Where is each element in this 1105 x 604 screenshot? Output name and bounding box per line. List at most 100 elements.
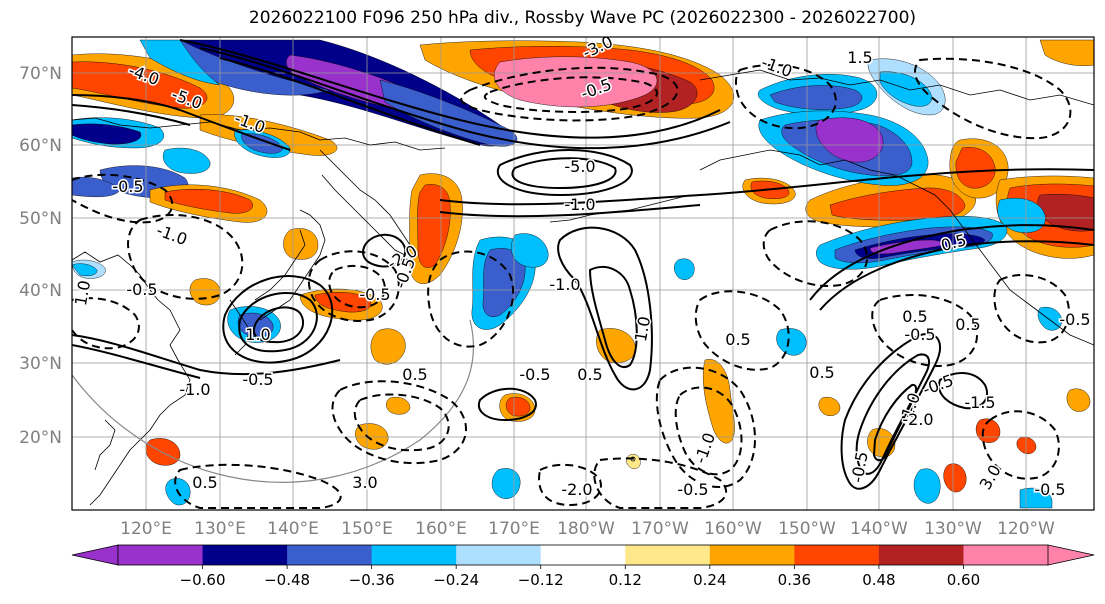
longitude-label: 150°E <box>341 519 393 539</box>
contour-label: 0.5 <box>809 363 834 382</box>
colorbar-swatch <box>456 545 542 565</box>
contour-label: 0.5 <box>902 307 927 326</box>
contour-positive <box>238 291 318 353</box>
contour-positive <box>809 224 1094 301</box>
contour-label: -0.5 <box>1059 310 1090 329</box>
colorbar-tick-label: −0.48 <box>264 571 310 589</box>
colorbar-swatch <box>625 545 711 565</box>
divergence-shade-orange <box>818 396 841 416</box>
contour-positive <box>588 265 638 368</box>
contour-label: 0.5 <box>725 330 750 349</box>
contour-label: -1.0 <box>179 380 210 399</box>
latitude-label: 60°N <box>19 136 62 156</box>
contour-negative <box>593 457 728 509</box>
divergence-shade-red <box>943 463 967 493</box>
contour-label: 1.0 <box>71 279 94 307</box>
contour-negative <box>655 366 756 489</box>
divergence-shade-cyan <box>491 468 521 499</box>
contour-positive <box>557 226 653 391</box>
contour-negative <box>427 250 515 348</box>
longitude-label: 140°E <box>267 519 319 539</box>
contour-label: -0.5 <box>1034 480 1065 499</box>
great-circle-arc <box>72 319 475 483</box>
colorbar-swatch <box>794 545 880 565</box>
divergence-shade-red <box>955 147 996 189</box>
coastline-philippines <box>94 419 116 471</box>
contour-negative <box>174 463 342 509</box>
contour-label: 1.0 <box>245 325 270 344</box>
colorbar-tick-label: −0.24 <box>433 571 479 589</box>
divergence-shade-royal <box>769 85 863 110</box>
contour-label: 0.5 <box>192 473 217 492</box>
contour-negative <box>993 274 1070 344</box>
contour-negative <box>331 380 467 465</box>
contour-positive <box>840 333 941 490</box>
divergence-shade-cyan <box>162 147 211 174</box>
latitude-label: 20°N <box>19 428 62 448</box>
colorbar-swatch <box>371 545 457 565</box>
rossby-wave-contours <box>72 39 1094 509</box>
divergence-shade-red <box>505 396 531 417</box>
coastline-korea-japan <box>229 209 326 356</box>
contour-positive <box>222 275 334 364</box>
colorbar-extend-low <box>71 544 119 566</box>
longitude-label: 130°W <box>924 519 982 539</box>
colorbar: −0.60 −0.48 −0.36 −0.24 −0.12 0.12 0.24 0.36 0.4… <box>71 544 1095 589</box>
coastline-siberia <box>72 117 446 151</box>
colorbar-swatch <box>709 545 795 565</box>
divergence-shade-pink <box>494 56 658 108</box>
contour-positive <box>72 344 201 379</box>
colorbar-swatch <box>287 545 373 565</box>
map-frame <box>71 36 1095 511</box>
contour-positive <box>497 149 633 197</box>
contour-negative <box>762 220 869 287</box>
contour-label: 3.0 <box>352 473 377 492</box>
contour-positive <box>511 157 617 190</box>
divergence-shade-orange <box>702 359 735 444</box>
contour-negative <box>72 297 140 350</box>
longitude-label: 120°W <box>997 519 1055 539</box>
coastline-arctic-north <box>699 69 1094 106</box>
divergence-shade-orange <box>355 423 389 450</box>
map-panel: -4.0-5.0-3.0-1.0-5.0-1.01.5-0.5-1.0-0.51… <box>71 36 1095 511</box>
contour-negative <box>72 173 174 224</box>
contour-label: 0.5 <box>955 315 980 334</box>
divergence-shade-cyan <box>776 328 807 356</box>
longitude-labels: 120°E 130°E 140°E 150°E 160°E 170°E 180°W 170°W… <box>120 519 1055 539</box>
divergence-shade-cyan <box>511 233 549 268</box>
divergence-shade-royal <box>241 133 284 154</box>
coastline-kamchatka <box>319 149 411 256</box>
contour-negative <box>328 264 386 309</box>
contour-negative <box>353 393 450 452</box>
contour-label: -5.0 <box>564 157 595 176</box>
divergence-shade-cyan <box>879 71 932 107</box>
contour-label: -2.0 <box>902 410 933 429</box>
contour-label: -0.5 <box>242 370 273 389</box>
colorbar-tick-label: 0.48 <box>862 571 895 589</box>
longitude-label: 170°E <box>488 519 540 539</box>
latitude-label: 30°N <box>19 354 62 374</box>
contour-positive <box>72 94 291 151</box>
contour-positive <box>252 306 305 344</box>
divergence-shade-royal <box>379 79 518 147</box>
contour-positive <box>72 334 341 376</box>
colorbar-swatch <box>118 545 204 565</box>
contour-label: 1.5 <box>847 48 872 67</box>
divergence-shade-cyan <box>913 468 941 504</box>
contour-negative <box>307 250 400 322</box>
divergence-shade-navy <box>72 123 142 145</box>
latitude-label: 70°N <box>19 64 62 84</box>
contour-positive <box>179 39 721 139</box>
graticule <box>72 37 1094 510</box>
contour-label: 0.5 <box>402 365 427 384</box>
longitude-label: 170°W <box>631 519 689 539</box>
latitude-labels: 70°N 60°N 50°N 40°N 30°N 20°N <box>19 64 62 448</box>
colorbar-frame <box>117 544 1049 566</box>
positive-contours <box>72 39 1094 490</box>
map-title: 2026022100 F096 250 hPa div., Rossby Wav… <box>248 8 917 28</box>
divergence-shade-royal <box>72 177 121 198</box>
contour-label: -0.5 <box>677 480 708 499</box>
contour-positive <box>819 240 1094 311</box>
contour-label: -1.5 <box>964 393 995 412</box>
divergence-shade-orange <box>386 396 411 415</box>
